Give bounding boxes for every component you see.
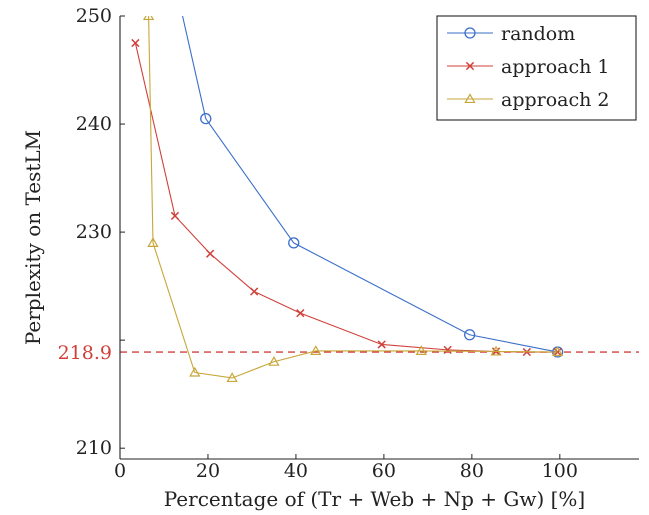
legend-label-approach-2: approach 2 xyxy=(501,89,610,111)
data-point-random xyxy=(464,329,476,341)
x-tick-label: 80 xyxy=(460,460,484,482)
data-point-approach-1 xyxy=(250,287,259,296)
data-point-approach-1 xyxy=(131,38,140,48)
data-point-approach-2 xyxy=(310,345,322,356)
data-point-approach-1 xyxy=(206,249,215,258)
legend-marker-approach-2 xyxy=(464,93,476,104)
reference-line-label: 218.9 xyxy=(58,342,112,364)
data-point-approach-2 xyxy=(551,346,564,357)
x-tick-label: 0 xyxy=(114,460,126,482)
legend-label-approach-1: approach 1 xyxy=(501,56,610,78)
x-tick-label: 60 xyxy=(372,460,396,482)
y-tick-label: 250 xyxy=(76,5,112,27)
data-point-approach-1 xyxy=(296,309,305,318)
data-point-approach-2 xyxy=(147,237,159,247)
y-axis-label: Perplexity on TestLM xyxy=(21,130,45,345)
x-tick-label: 40 xyxy=(284,460,308,482)
data-point-approach-2 xyxy=(142,16,155,21)
data-point-approach-2 xyxy=(189,366,201,377)
series-line-approach-2 xyxy=(148,16,558,379)
y-tick-label: 210 xyxy=(76,437,112,459)
series-line-random xyxy=(181,16,558,353)
data-point-approach-2 xyxy=(226,372,238,383)
x-axis-label: Percentage of (Tr + Web + Np + Gw) [%] xyxy=(164,487,585,511)
data-point-approach-1 xyxy=(377,340,386,349)
data-point-approach-1 xyxy=(553,347,562,357)
y-tick-label: 230 xyxy=(76,221,112,243)
data-point-approach-2 xyxy=(490,345,502,356)
data-point-random xyxy=(288,237,300,249)
data-point-approach-1 xyxy=(443,345,452,355)
legend-label-random: random xyxy=(501,23,575,45)
legend-marker-random xyxy=(464,27,476,39)
data-point-approach-2 xyxy=(268,355,280,366)
data-point-random xyxy=(200,112,212,125)
data-point-approach-2 xyxy=(415,345,427,356)
x-tick-label: 20 xyxy=(196,460,220,482)
y-tick-label: 240 xyxy=(76,113,112,135)
x-tick-label: 100 xyxy=(542,460,578,482)
data-point-approach-1 xyxy=(170,211,180,221)
legend-marker-approach-1 xyxy=(465,61,475,71)
